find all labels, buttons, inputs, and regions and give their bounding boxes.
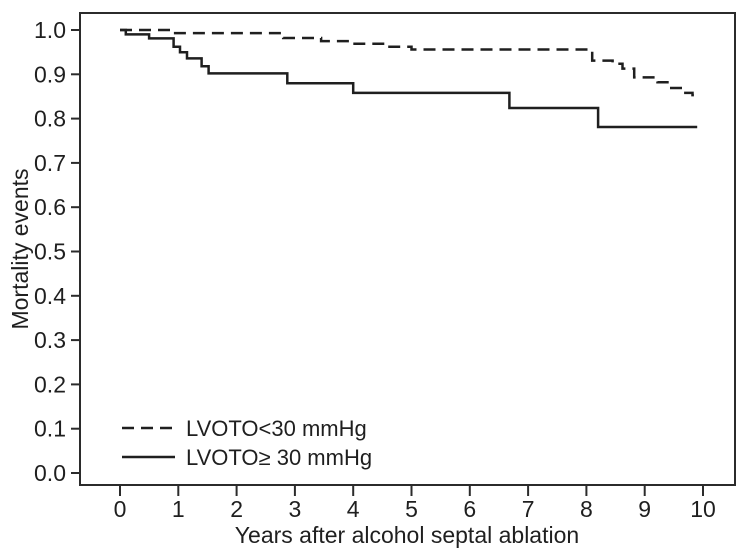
x-axis-tick-label: 1 <box>172 496 185 522</box>
y-axis-tick-label: 0.0 <box>34 460 66 486</box>
y-axis-tick-label: 0.3 <box>34 327 66 353</box>
x-axis-tick-label: 6 <box>463 496 476 522</box>
series-lvoto-ge30-line <box>120 28 698 129</box>
y-axis-tick-label: 0.6 <box>34 194 66 220</box>
legend-label-lvoto-lt30: LVOTO<30 mmHg <box>186 416 367 441</box>
y-axis-tick-label: 0.4 <box>34 283 66 309</box>
y-axis-title: Mortality events <box>7 168 33 329</box>
x-axis-tick-label: 9 <box>638 496 651 522</box>
legend-item-lvoto-lt30: LVOTO<30 mmHg <box>122 416 367 441</box>
x-axis-tick-label: 5 <box>405 496 418 522</box>
x-axis-tick-label: 7 <box>522 496 535 522</box>
x-axis-tick-label: 10 <box>690 496 716 522</box>
series-lvoto-lt30-line <box>120 28 699 97</box>
y-axis-ticks: 0.0 0.1 0.2 0.3 0.4 0.5 0.6 0.7 0.8 0.9 1.0 <box>34 17 80 486</box>
y-axis-tick-label: 0.8 <box>34 106 66 132</box>
x-axis-tick-label: 4 <box>347 496 360 522</box>
legend-label-lvoto-ge30: LVOTO≥ 30 mmHg <box>186 445 372 470</box>
plot-area <box>79 12 736 486</box>
x-axis-ticks: 0 1 2 3 4 5 6 7 8 9 10 <box>114 485 716 522</box>
y-axis-tick-label: 1.0 <box>34 17 66 43</box>
x-axis-tick-label: 8 <box>580 496 593 522</box>
y-axis-tick-label: 0.2 <box>34 371 66 397</box>
x-axis-tick-label: 0 <box>114 496 127 522</box>
x-axis-tick-label: 3 <box>289 496 302 522</box>
y-axis-tick-label: 0.9 <box>34 61 66 87</box>
y-axis-tick-label: 0.7 <box>34 150 66 176</box>
y-axis-tick-label: 0.1 <box>34 416 66 442</box>
legend: LVOTO<30 mmHg LVOTO≥ 30 mmHg <box>122 416 372 470</box>
x-axis-title: Years after alcohol septal ablation <box>235 522 579 548</box>
legend-item-lvoto-ge30: LVOTO≥ 30 mmHg <box>122 445 372 470</box>
x-axis-tick-label: 2 <box>230 496 243 522</box>
y-axis-tick-label: 0.5 <box>34 239 66 265</box>
